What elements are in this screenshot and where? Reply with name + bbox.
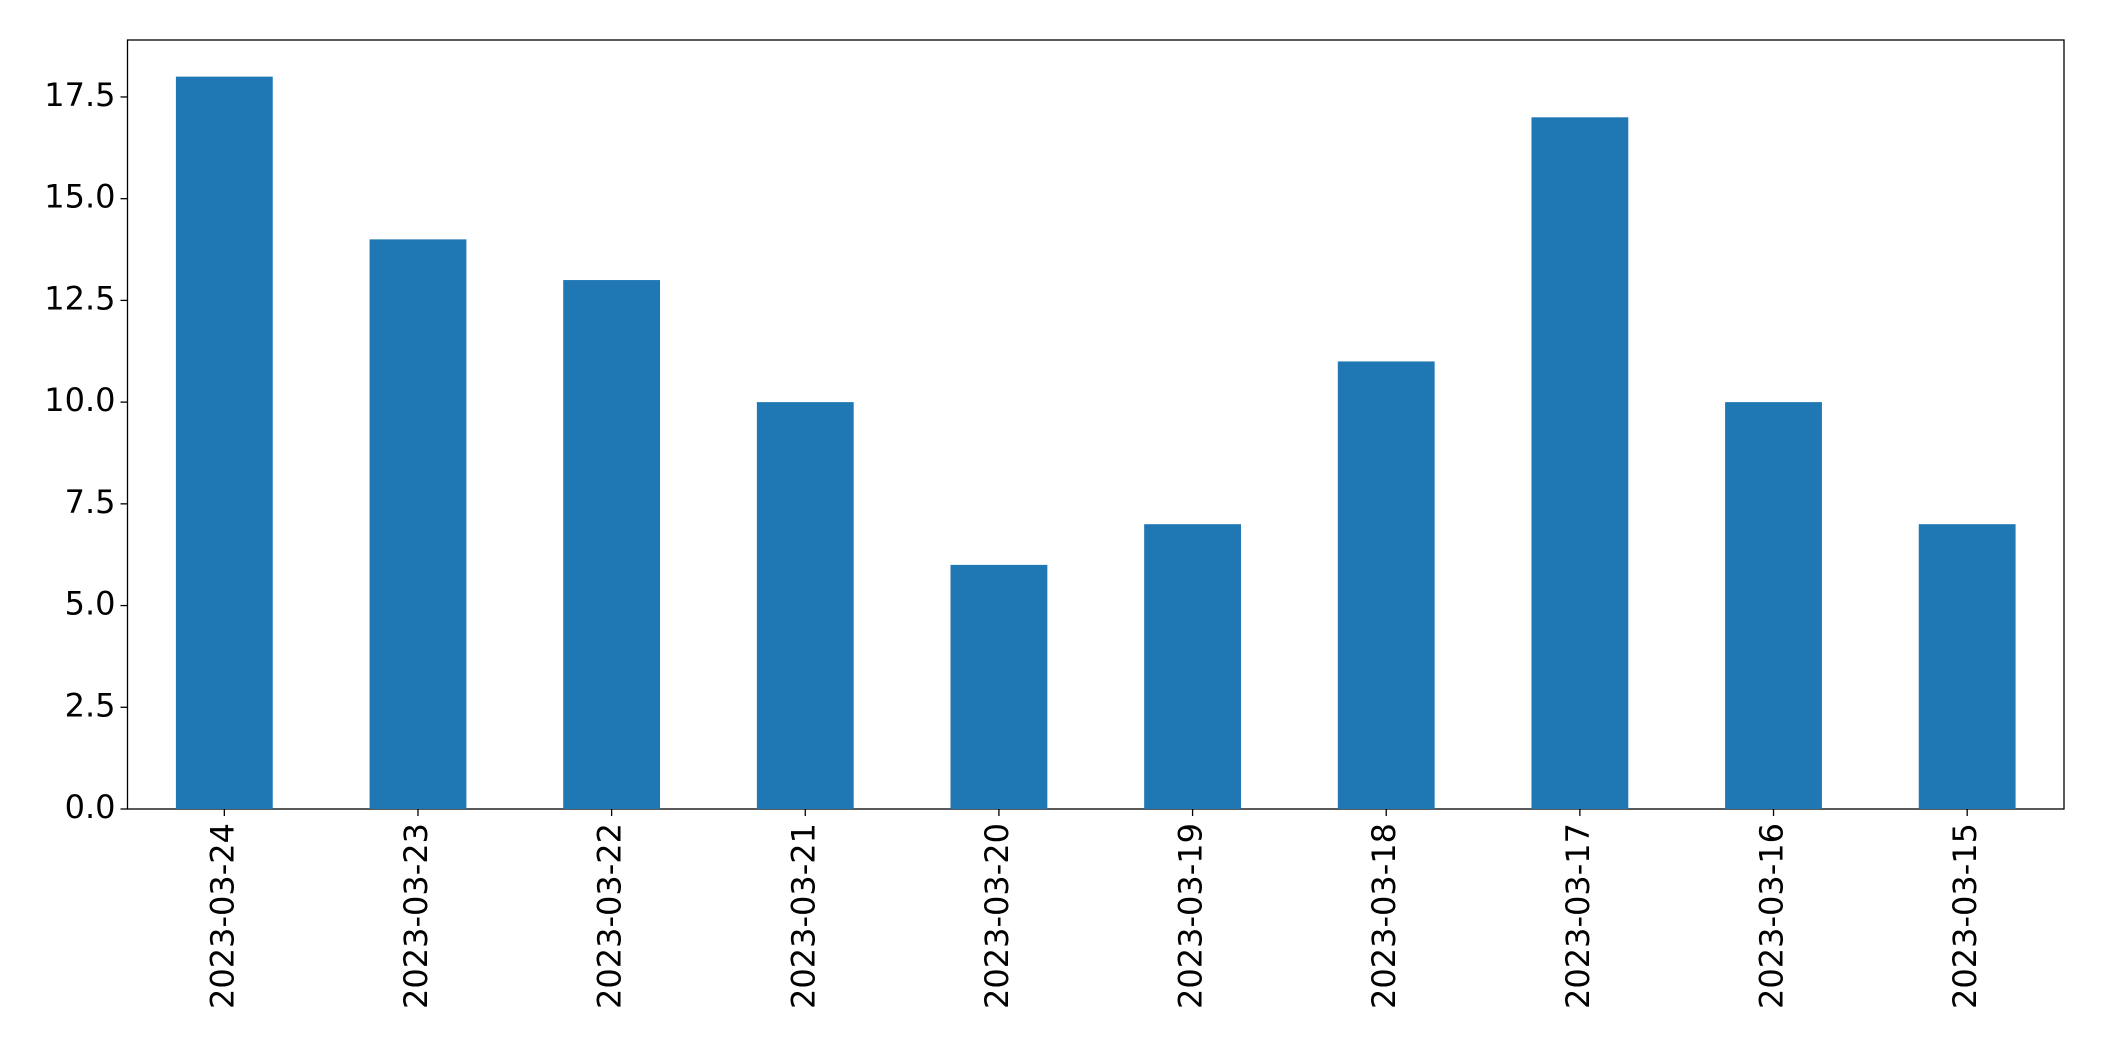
x-tick-label: 2023-03-16 [1753, 823, 1791, 1009]
bar [563, 280, 661, 809]
plot-frame [126, 39, 2065, 810]
x-tick-label: 2023-03-15 [1946, 823, 1984, 1009]
x-tick-label: 2023-03-18 [1365, 823, 1403, 1009]
y-tick-label: 7.5 [65, 483, 116, 521]
bar [756, 402, 854, 809]
x-tick-label: 2023-03-19 [1172, 823, 1210, 1009]
bar [369, 239, 467, 810]
bar [1918, 524, 2016, 809]
bar [1337, 361, 1435, 809]
y-tick-label: 17.5 [44, 76, 115, 114]
x-tick-label: 2023-03-24 [203, 823, 241, 1009]
x-tick-label: 2023-03-20 [978, 823, 1016, 1009]
y-tick-label: 12.5 [44, 279, 115, 317]
x-tick-label: 2023-03-23 [397, 823, 435, 1009]
bar [1531, 117, 1629, 809]
bar [950, 564, 1048, 809]
y-tick-label: 0.0 [65, 788, 116, 826]
x-tick-label: 2023-03-17 [1559, 823, 1597, 1009]
bar [175, 76, 273, 810]
bar [1144, 524, 1241, 809]
y-tick-label: 5.0 [65, 585, 116, 623]
y-tick-label: 15.0 [44, 178, 115, 216]
x-tick-label: 2023-03-21 [784, 823, 822, 1009]
x-tick-label: 2023-03-22 [591, 823, 629, 1009]
y-tick-label: 2.5 [65, 686, 116, 724]
y-tick-label: 10.0 [44, 381, 115, 419]
bar [1725, 402, 1822, 809]
